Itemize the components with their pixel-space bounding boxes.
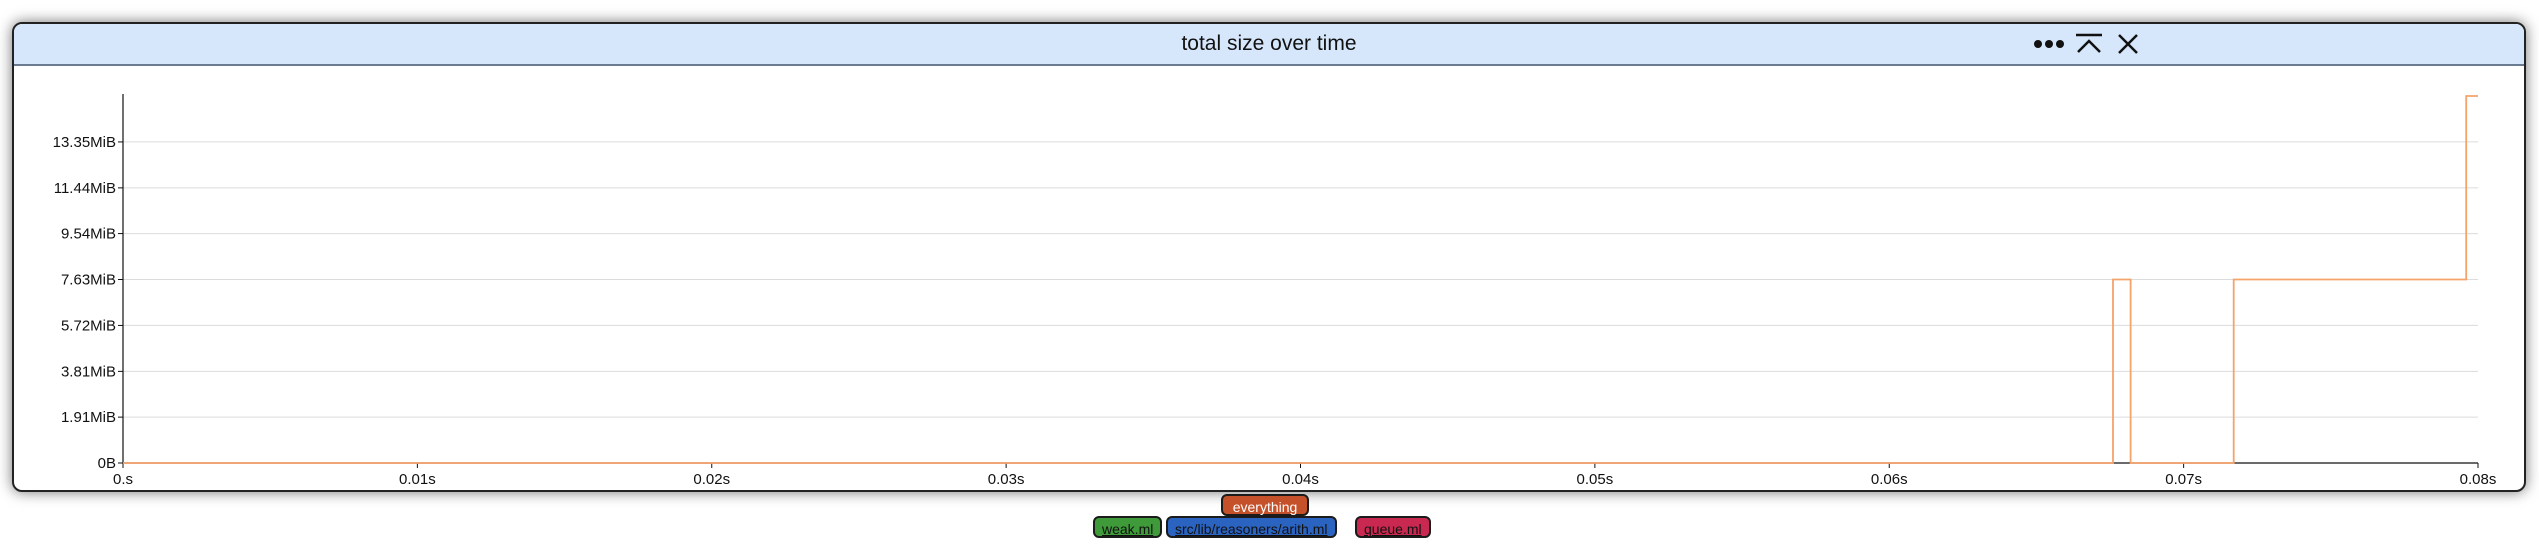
- x-tick-label: 0.07s: [2165, 471, 2202, 488]
- y-tick-label: 11.44MiB: [54, 180, 116, 197]
- y-tick-label: 5.72MiB: [61, 317, 116, 334]
- y-tick-label: 0B: [98, 455, 116, 472]
- y-tick-label: 3.81MiB: [61, 363, 116, 380]
- x-tick-label: 0.01s: [399, 471, 436, 488]
- legend-tag-arith[interactable]: src/lib/reasoners/arith.ml: [1166, 516, 1337, 538]
- more-horizontal-icon[interactable]: [2031, 24, 2067, 64]
- window-titlebar: total size over time: [14, 24, 2524, 66]
- window-title: total size over time: [1181, 32, 1357, 55]
- x-tick-label: 0.03s: [988, 471, 1025, 488]
- legend-tag-weak[interactable]: weak.ml: [1093, 516, 1163, 538]
- close-icon[interactable]: [2110, 24, 2146, 64]
- x-tick-label: 0.02s: [693, 471, 730, 488]
- y-tick-label: 1.91MiB: [61, 409, 116, 426]
- y-tick-label: 7.63MiB: [61, 272, 116, 289]
- collapse-up-icon[interactable]: [2071, 24, 2107, 64]
- x-tick-label: 0.04s: [1282, 471, 1319, 488]
- legend-tag-everything[interactable]: everything: [1221, 494, 1309, 516]
- y-tick-label: 9.54MiB: [61, 226, 116, 243]
- y-tick-label: 13.35MiB: [53, 134, 116, 151]
- chart-window: total size over time 0B 1.91MiB 3.81MiB 5.7…: [12, 22, 2526, 492]
- x-tick-label: 0.05s: [1577, 471, 1614, 488]
- x-tick-label: 0.08s: [2460, 471, 2497, 488]
- legend-tag-queue[interactable]: queue.ml: [1355, 516, 1431, 538]
- x-tick-label: 0.s: [113, 471, 133, 488]
- x-tick-label: 0.06s: [1871, 471, 1908, 488]
- chart-plot: 0B 1.91MiB 3.81MiB 5.72MiB 7.63MiB 9.54MiB 11.…: [53, 94, 2497, 488]
- series-line-everything[interactable]: [123, 95, 2478, 464]
